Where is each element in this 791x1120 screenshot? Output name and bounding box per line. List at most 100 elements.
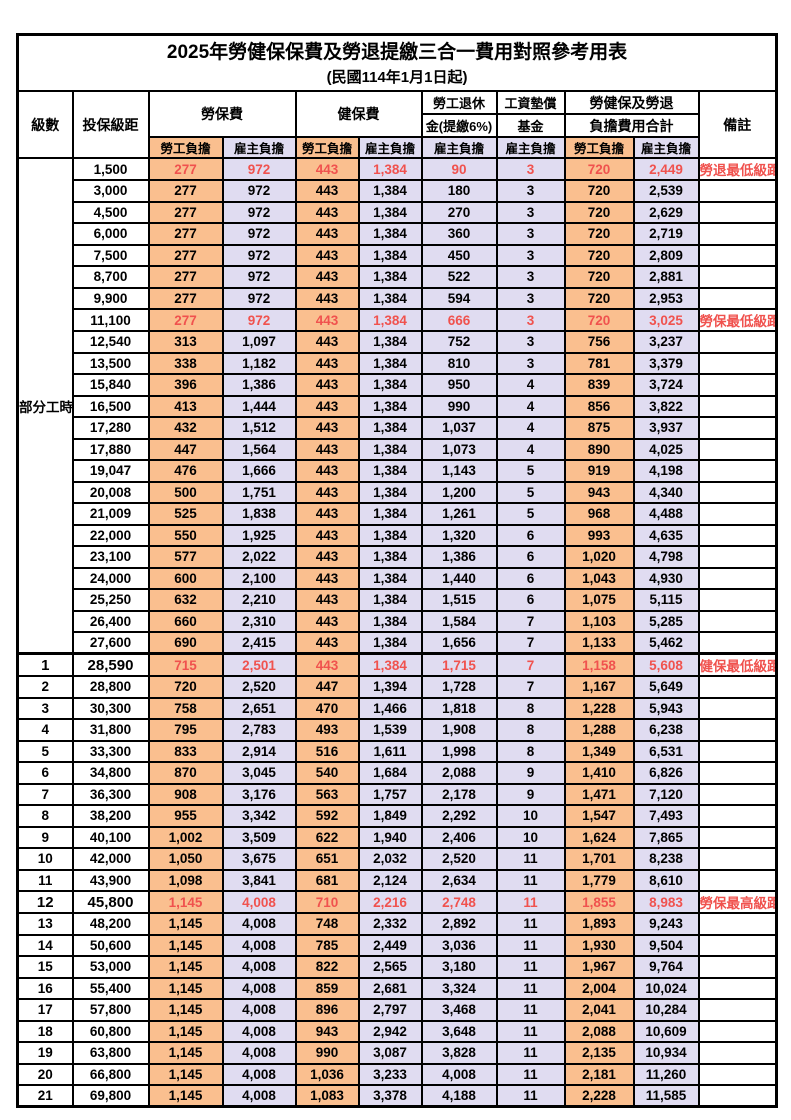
value-cell: 2,539 — [632, 179, 700, 203]
note-cell — [697, 200, 778, 224]
value-cell: 1,757 — [357, 782, 423, 806]
value-cell: 443 — [294, 566, 360, 590]
value-cell: 990 — [294, 1041, 360, 1065]
value-cell: 6,826 — [632, 761, 700, 785]
value-cell: 443 — [294, 609, 360, 633]
value-cell: 4,008 — [221, 890, 297, 914]
value-cell: 833 — [147, 739, 224, 763]
level-cell: 12 — [16, 890, 74, 914]
value-cell: 413 — [147, 394, 224, 418]
value-cell: 3,724 — [632, 373, 700, 397]
value-cell: 2,406 — [420, 825, 498, 849]
title-cell: 2025年勞健保保費及勞退提繳三合一費用對照參考用表 (民國114年1月1日起) — [16, 33, 778, 92]
value-cell: 1,384 — [357, 265, 423, 289]
value-cell: 11 — [495, 1019, 566, 1043]
value-cell: 720 — [563, 179, 635, 203]
table-row: 19 63,800 1,145 4,008 990 3,087 3,828 11 2,135 10… — [16, 1041, 778, 1065]
note-cell — [697, 847, 778, 871]
value-cell: 2,629 — [632, 200, 700, 224]
value-cell: 180 — [420, 179, 498, 203]
note-cell — [697, 998, 778, 1022]
salary-cell: 42,000 — [71, 847, 150, 871]
value-cell: 1,611 — [357, 739, 423, 763]
value-cell: 1,098 — [147, 868, 224, 892]
table-row: 19,047 476 1,666 443 1,384 1,143 5 919 4,198 — [18, 459, 778, 483]
value-cell: 5,285 — [632, 609, 700, 633]
value-cell: 11 — [495, 933, 566, 957]
value-cell: 7,120 — [632, 782, 700, 806]
table-row: 21 69,800 1,145 4,008 1,083 3,378 4,188 11 2,228… — [16, 1084, 778, 1108]
value-cell: 1,384 — [357, 394, 423, 418]
table-row: 20,008 500 1,751 443 1,384 1,200 5 943 4,340 — [18, 480, 778, 504]
table-subtitle: (民國114年1月1日起) — [326, 68, 468, 86]
note-cell — [697, 782, 778, 806]
value-cell: 6 — [495, 566, 566, 590]
value-cell: 6 — [495, 523, 566, 547]
value-cell: 11,585 — [632, 1084, 700, 1108]
value-cell: 710 — [294, 890, 360, 914]
value-cell: 972 — [221, 265, 297, 289]
value-cell: 270 — [420, 200, 498, 224]
value-cell: 10,609 — [632, 1019, 700, 1043]
value-cell: 690 — [147, 631, 224, 655]
value-cell: 7 — [495, 631, 566, 655]
note-cell — [697, 1019, 778, 1043]
salary-cell: 21,009 — [71, 502, 150, 526]
value-cell: 632 — [147, 588, 224, 612]
value-cell: 3,233 — [357, 1062, 423, 1086]
value-cell: 1,466 — [357, 696, 423, 720]
value-cell: 2,088 — [420, 761, 498, 785]
value-cell: 500 — [147, 480, 224, 504]
value-cell: 5 — [495, 502, 566, 526]
note-cell — [697, 804, 778, 828]
value-cell: 4,008 — [221, 1041, 297, 1065]
value-cell: 1,386 — [221, 373, 297, 397]
note-cell — [697, 1041, 778, 1065]
value-cell: 3 — [495, 222, 566, 246]
value-cell: 810 — [420, 351, 498, 375]
value-cell: 7 — [495, 652, 566, 677]
value-cell: 1,838 — [221, 502, 297, 526]
table-row: 11 43,900 1,098 3,841 681 2,124 2,634 11 1,779 8,… — [16, 868, 778, 892]
value-cell: 3 — [495, 243, 566, 267]
table-row: 1 28,590 715 2,501 443 1,384 1,715 7 1,158 5,608 健… — [16, 652, 778, 677]
note-cell: 勞保最低級距 — [697, 308, 778, 332]
salary-cell: 24,000 — [71, 566, 150, 590]
value-cell: 2,565 — [357, 955, 423, 979]
value-cell: 1,037 — [420, 416, 498, 440]
value-cell: 3,324 — [420, 976, 498, 1000]
value-cell: 943 — [563, 480, 635, 504]
value-cell: 1,564 — [221, 437, 297, 461]
table-row: 14 50,600 1,145 4,008 785 2,449 3,036 11 1,930 9,… — [16, 933, 778, 957]
value-cell: 3 — [495, 308, 566, 332]
value-cell: 11 — [495, 998, 566, 1022]
value-cell: 11 — [495, 1084, 566, 1108]
value-cell: 756 — [563, 330, 635, 354]
value-cell: 9 — [495, 782, 566, 806]
value-cell: 1,471 — [563, 782, 635, 806]
value-cell: 993 — [563, 523, 635, 547]
table-row: 21,009 525 1,838 443 1,384 1,261 5 968 4,488 — [18, 502, 778, 526]
value-cell: 1,145 — [147, 1084, 224, 1108]
salary-cell: 16,500 — [71, 394, 150, 418]
value-cell: 11 — [495, 912, 566, 936]
header-total-line1: 勞健保及勞退 — [563, 90, 700, 115]
value-cell: 443 — [294, 286, 360, 310]
value-cell: 277 — [147, 222, 224, 246]
note-cell — [697, 394, 778, 418]
value-cell: 313 — [147, 330, 224, 354]
value-cell: 1,143 — [420, 459, 498, 483]
note-cell: 健保最低級距 — [697, 652, 778, 677]
value-cell: 2,088 — [563, 1019, 635, 1043]
value-cell: 839 — [563, 373, 635, 397]
salary-cell: 12,540 — [71, 330, 150, 354]
value-cell: 4,008 — [221, 1062, 297, 1086]
note-cell — [697, 480, 778, 504]
table-row: 23,100 577 2,022 443 1,384 1,386 6 1,020 4,798 — [18, 545, 778, 569]
value-cell: 443 — [294, 523, 360, 547]
salary-cell: 33,300 — [71, 739, 150, 763]
table-row: 7 36,300 908 3,176 563 1,757 2,178 9 1,471 7,120 — [16, 782, 778, 806]
value-cell: 443 — [294, 308, 360, 332]
value-cell: 1,043 — [563, 566, 635, 590]
value-cell: 2,681 — [357, 976, 423, 1000]
